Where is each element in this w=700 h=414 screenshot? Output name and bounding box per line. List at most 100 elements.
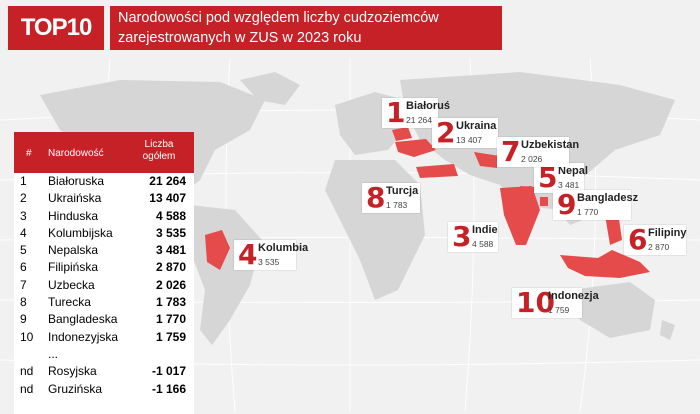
count-cell: 13 407 — [149, 191, 186, 206]
callout-country: Indie — [472, 224, 498, 236]
header-nationality: Narodowość — [48, 148, 104, 159]
table-row: 1 Białoruska 21 264 — [14, 173, 194, 190]
header: TOP10 Narodowości pod względem liczby cu… — [0, 0, 700, 58]
callout-value: 1 770 — [577, 207, 599, 217]
nationality-cell: Turecka — [48, 295, 91, 310]
table-body: 1 Białoruska 21 264 2 Ukraińska 13 407 3 Hindus… — [14, 173, 194, 398]
ranking-table: # Narodowość Liczba ogółem 1 Białoruska 21… — [14, 132, 194, 414]
callout-rank: 6 — [628, 223, 648, 256]
table-row: 3 Hinduska 4 588 — [14, 208, 194, 225]
country-belarus — [392, 127, 412, 141]
callout-value: 2 870 — [648, 242, 670, 252]
nationality-cell: Białoruska — [48, 174, 105, 188]
title-line-1: Narodowości pod względem liczby cudzozie… — [118, 10, 439, 26]
table-row: nd Rosyjska -1 017 — [14, 363, 194, 380]
callout-value: 2 026 — [521, 154, 543, 164]
callout-value: 21 264 — [406, 115, 432, 125]
nationality-cell: Ukraińska — [48, 191, 102, 206]
count-cell: 2 026 — [155, 277, 186, 292]
callout-9: 9 Bangladesz 1 770 — [553, 188, 638, 221]
count-cell: 1 783 — [155, 295, 186, 310]
callout-rank: 2 — [436, 116, 456, 149]
rank-cell: 1 — [20, 174, 27, 188]
country-nepal — [520, 186, 535, 193]
callout-country: Nepal — [558, 165, 588, 177]
callout-rank: 9 — [557, 188, 577, 221]
count-cell: 1 770 — [155, 312, 186, 327]
callout-3: 3 Indie 4 588 — [448, 220, 498, 253]
callout-10: 10 Indonezja 1 759 — [512, 286, 599, 319]
count-cell: 1 759 — [155, 329, 186, 344]
callout-5: 5 Nepal 3 481 — [534, 161, 588, 194]
table-header: # Narodowość Liczba ogółem — [14, 135, 194, 173]
country-ukraine — [395, 139, 436, 157]
callout-rank: 7 — [501, 135, 521, 168]
callout-rank: 3 — [452, 220, 472, 253]
rank-cell: 9 — [20, 312, 27, 327]
table-ellipsis-row: ... — [14, 346, 194, 363]
count-cell: 21 264 — [149, 174, 186, 188]
nationality-cell: Gruzińska — [48, 381, 103, 396]
table-row: 6 Filipińska 2 870 — [14, 259, 194, 276]
rank-cell: 6 — [20, 260, 27, 275]
nationality-cell: Indonezyjska — [48, 329, 119, 344]
rank-cell: nd — [20, 364, 34, 379]
table-row: 5 Nepalska 3 481 — [14, 242, 194, 259]
callout-6: 6 Filipiny 2 870 — [624, 223, 687, 256]
nationality-cell: Rosyjska — [48, 364, 97, 379]
callout-4: 4 Kolumbia 3 535 — [234, 238, 308, 271]
page-title: Narodowości pod względem liczby cudzozie… — [110, 6, 502, 50]
count-cell: 4 588 — [155, 208, 186, 223]
table-row: 7 Uzbecka 2 026 — [14, 277, 194, 294]
nationality-cell: Uzbecka — [48, 277, 95, 292]
country-turkey — [416, 164, 458, 178]
table-row: nd Gruzińska -1 166 — [14, 381, 194, 398]
header-count: Liczba ogółem — [142, 139, 176, 162]
callout-rank: 8 — [366, 181, 386, 214]
rank-cell: 3 — [20, 208, 27, 223]
callout-country: Białoruś — [406, 100, 451, 112]
callout-rank: 10 — [516, 286, 555, 319]
table-row: 9 Bangladeska 1 770 — [14, 311, 194, 328]
callout-country: Turcja — [386, 185, 419, 197]
nationality-cell: Hinduska — [48, 208, 99, 223]
nationality-cell: Nepalska — [48, 243, 99, 258]
callout-value: 3 535 — [258, 257, 280, 267]
callout-rank: 5 — [538, 161, 558, 194]
table-row: 2 Ukraińska 13 407 — [14, 190, 194, 207]
callout-value: 1 783 — [386, 200, 408, 210]
callout-2: 2 Ukraina 13 407 — [432, 116, 498, 149]
country-indonesia — [560, 250, 650, 278]
ellipsis: ... — [48, 346, 59, 361]
country-philippines — [605, 212, 622, 245]
callout-value: 13 407 — [456, 135, 482, 145]
count-cell: 2 870 — [155, 260, 186, 275]
count-cell: -1 017 — [151, 364, 186, 379]
country-india — [500, 186, 540, 245]
callout-country: Indonezja — [548, 290, 599, 302]
callout-country: Bangladesz — [577, 192, 639, 204]
callout-7: 7 Uzbekistan 2 026 — [497, 135, 579, 168]
rank-cell: 10 — [20, 329, 34, 344]
nationality-cell: Bangladeska — [48, 312, 118, 327]
callout-value: 3 481 — [558, 180, 580, 190]
country-bangladesh — [540, 197, 548, 206]
callout-8: 8 Turcja 1 783 — [362, 181, 420, 214]
highlighted-countries — [205, 127, 650, 278]
rank-cell: 2 — [20, 191, 27, 206]
rank-cell: 4 — [20, 225, 27, 240]
header-rank: # — [26, 148, 32, 159]
country-uzbekistan — [474, 152, 500, 168]
rank-cell: nd — [20, 381, 34, 396]
count-cell: 3 481 — [155, 243, 186, 258]
callout-rank: 1 — [386, 96, 406, 129]
callout-value: 1 759 — [548, 305, 570, 315]
top10-badge: TOP10 — [8, 6, 104, 50]
count-cell: 3 535 — [155, 225, 186, 240]
count-cell: -1 166 — [151, 381, 186, 396]
rank-cell: 5 — [20, 243, 27, 258]
nationality-cell: Filipińska — [48, 260, 99, 275]
callout-country: Kolumbia — [258, 242, 309, 254]
table-row: 4 Kolumbijska 3 535 — [14, 225, 194, 242]
